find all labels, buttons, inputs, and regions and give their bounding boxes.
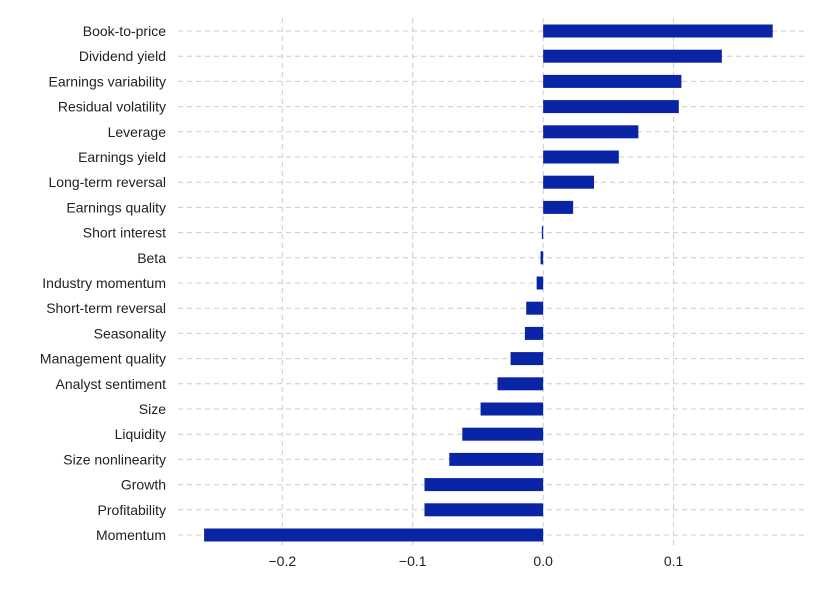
bar <box>462 427 544 441</box>
category-label: Seasonality <box>94 325 166 341</box>
x-tick-label: 0.0 <box>533 553 553 569</box>
x-tick-labels: −0.2 −0.1 0.0 0.1 <box>269 553 684 569</box>
category-label: Residual volatility <box>58 99 166 115</box>
category-label: Analyst sentiment <box>56 376 167 392</box>
category-label: Short interest <box>83 225 166 241</box>
category-label: Momentum <box>96 527 166 543</box>
bar <box>424 503 544 517</box>
category-label: Management quality <box>40 351 166 367</box>
bars-layer <box>204 24 773 542</box>
bar <box>497 377 544 391</box>
bar <box>543 175 595 189</box>
bar <box>526 301 544 315</box>
x-tick-label: 0.1 <box>664 553 684 569</box>
bar <box>424 478 544 492</box>
bar <box>543 150 619 164</box>
x-tick-label: −0.1 <box>399 553 427 569</box>
bar <box>540 251 544 265</box>
category-label: Size <box>139 401 166 417</box>
category-label: Book-to-price <box>83 23 166 39</box>
category-label: Long-term reversal <box>49 174 167 190</box>
bar <box>449 452 544 466</box>
bar <box>480 402 544 416</box>
bar <box>543 200 574 214</box>
category-label: Leverage <box>108 124 167 140</box>
category-label: Liquidity <box>115 426 166 442</box>
bar <box>536 276 544 290</box>
x-tick-label: −0.2 <box>269 553 297 569</box>
bar <box>541 226 544 240</box>
bar <box>543 49 722 63</box>
bar <box>543 74 682 88</box>
category-label: Short-term reversal <box>46 300 166 316</box>
bar <box>543 24 773 38</box>
category-label: Earnings variability <box>49 73 167 89</box>
bar <box>204 528 544 542</box>
grid-layer <box>178 18 804 548</box>
category-label: Earnings yield <box>78 149 166 165</box>
category-label: Profitability <box>98 502 166 518</box>
category-label: Growth <box>121 477 166 493</box>
bar <box>543 100 679 114</box>
category-label: Earnings quality <box>66 199 166 215</box>
category-label: Beta <box>137 250 166 266</box>
category-label: Size nonlinearity <box>63 451 166 467</box>
bar <box>543 125 639 139</box>
bar <box>510 352 544 366</box>
category-label: Industry momentum <box>42 275 166 291</box>
bar <box>524 326 544 340</box>
category-label: Dividend yield <box>79 48 166 64</box>
category-labels: Book-to-price Dividend yield Earnings vari… <box>40 23 166 543</box>
